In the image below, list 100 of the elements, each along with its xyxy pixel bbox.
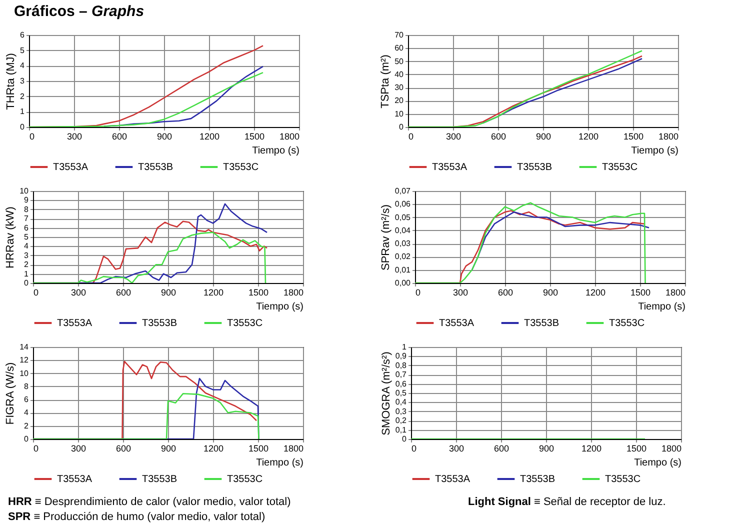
y-tick-label: 1 (402, 342, 408, 352)
legend-label: T3553C (609, 318, 645, 329)
x-axis-title: Tiempo (s) (631, 146, 678, 156)
text: HRR ≡ Desprendimiento de calor (valor medio, valor total) (8, 495, 292, 510)
legend-label: T3553C (605, 474, 641, 485)
y-tick-label: 1 (24, 269, 30, 278)
y-tick-label: 6 (20, 30, 26, 40)
y-tick-label: 10 (20, 186, 30, 196)
y-tick-label: 5 (20, 46, 26, 55)
x-tick-label: 1800 (283, 444, 304, 454)
legend-label: T3553B (142, 318, 178, 329)
legend-label: T3553A (57, 474, 92, 485)
y-tick-label: 0 (20, 122, 26, 132)
x-tick-label: 900 (538, 444, 554, 454)
y-tick-label: 2 (20, 92, 26, 101)
x-tick-label: 1200 (578, 132, 599, 142)
x-tick-label: 1800 (658, 132, 678, 142)
x-tick-label: 1800 (283, 288, 304, 298)
legend-label: T3553C (223, 162, 259, 173)
x-tick-label: 900 (536, 132, 552, 142)
line-series (29, 72, 264, 127)
x-tick-label: 900 (156, 132, 172, 142)
y-tick-label: 12 (20, 356, 30, 365)
y-tick-label: 4 (24, 242, 30, 251)
x-tick-label: 1500 (630, 288, 651, 298)
legend-label: T3553B (142, 474, 178, 485)
x-tick-label: 900 (542, 288, 558, 298)
y-axis-title: TSPta (m²) (380, 54, 392, 108)
x-tick-label: 1800 (665, 288, 686, 298)
x-tick-label: 1800 (279, 132, 300, 142)
legend-label: T3553B (517, 162, 552, 173)
y-tick-label: 1 (20, 107, 26, 116)
y-tick-label: 0,03 (394, 239, 412, 248)
y-tick-label: 60 (394, 44, 404, 53)
y-axis-title: FIGRA (W/s) (4, 362, 17, 425)
x-tick-label: 300 (446, 132, 462, 142)
x-tick-label: 1200 (581, 444, 602, 454)
y-tick-label: 0,3 (395, 406, 408, 416)
x-tick-label: 1500 (248, 444, 269, 454)
y-tick-label: 6 (24, 395, 30, 404)
x-tick-label: 1200 (585, 288, 606, 298)
legend-label: T3553C (227, 474, 263, 485)
y-tick-label: 2 (24, 421, 30, 430)
legend-label: T3553C (602, 162, 638, 173)
x-tick-label: 900 (160, 444, 176, 454)
y-tick-label: 5 (24, 232, 30, 242)
x-axis-title: Tiempo (s) (634, 458, 682, 468)
y-tick-label: 2 (24, 260, 30, 270)
y-tick-label: 0,00 (394, 278, 412, 288)
y-tick-label: 0 (24, 278, 30, 288)
x-tick-label: 600 (112, 132, 128, 142)
x-tick-label: 300 (70, 444, 86, 454)
x-tick-label: 1500 (244, 132, 265, 142)
legend-label: T3553A (57, 318, 92, 329)
x-axis-title: Tiempo (s) (256, 302, 304, 312)
y-tick-label: 0 (24, 434, 30, 444)
x-tick-label: 1200 (199, 132, 220, 142)
y-tick-label: 0,7 (395, 370, 408, 380)
x-axis-title: Tiempo (s) (252, 146, 300, 156)
x-tick-label: 600 (116, 444, 132, 454)
y-tick-label: 6 (24, 223, 30, 232)
y-tick-label: 7 (24, 214, 30, 224)
y-tick-label: 4 (24, 408, 30, 418)
x-tick-label: 600 (498, 288, 514, 298)
x-tick-label: 1500 (626, 444, 647, 454)
y-tick-label: 40 (394, 70, 404, 79)
y-tick-label: 30 (394, 83, 404, 92)
legend-label: T3553B (138, 162, 174, 173)
y-axis-title: THRta (MJ) (5, 53, 18, 110)
legend-label: T3553A (439, 318, 474, 329)
x-tick-label: 300 (452, 288, 468, 298)
y-tick-label: 0,2 (395, 416, 408, 426)
legend-label: T3553A (432, 162, 468, 173)
y-tick-label: 0 (399, 122, 404, 132)
x-tick-label: 600 (494, 444, 510, 454)
y-axis-title: SPRav (m²/s) (380, 204, 392, 270)
legend-label: T3553B (520, 474, 556, 485)
x-tick-label: 300 (448, 444, 464, 454)
legend-label: T3553A (53, 162, 88, 173)
chart-title: Gráficos – Graphs (13, 2, 146, 22)
x-tick-label: 900 (160, 288, 176, 298)
y-tick-label: 9 (24, 196, 30, 205)
y-tick-label: 0,06 (394, 200, 412, 209)
y-tick-label: 0,02 (394, 252, 412, 262)
y-tick-label: 0,8 (395, 360, 408, 370)
y-axis-title: HRRav (kW) (4, 206, 17, 268)
line-series (33, 393, 260, 439)
y-tick-label: 0,01 (394, 265, 412, 274)
text: SPR ≡ Producción de humo (valor medio, valor total) (8, 510, 266, 525)
y-tick-label: 3 (20, 76, 26, 86)
x-tick-label: 0 (34, 444, 39, 454)
line-series (33, 232, 266, 283)
y-tick-label: 10 (20, 368, 30, 378)
y-tick-label: 20 (394, 96, 404, 106)
x-tick-label: 600 (490, 132, 506, 142)
x-axis-title: Tiempo (s) (256, 458, 304, 468)
y-tick-label: 8 (24, 382, 30, 391)
x-axis-title: Tiempo (s) (638, 302, 686, 312)
y-tick-label: 0,6 (395, 379, 408, 388)
y-tick-label: 0,05 (394, 212, 412, 222)
